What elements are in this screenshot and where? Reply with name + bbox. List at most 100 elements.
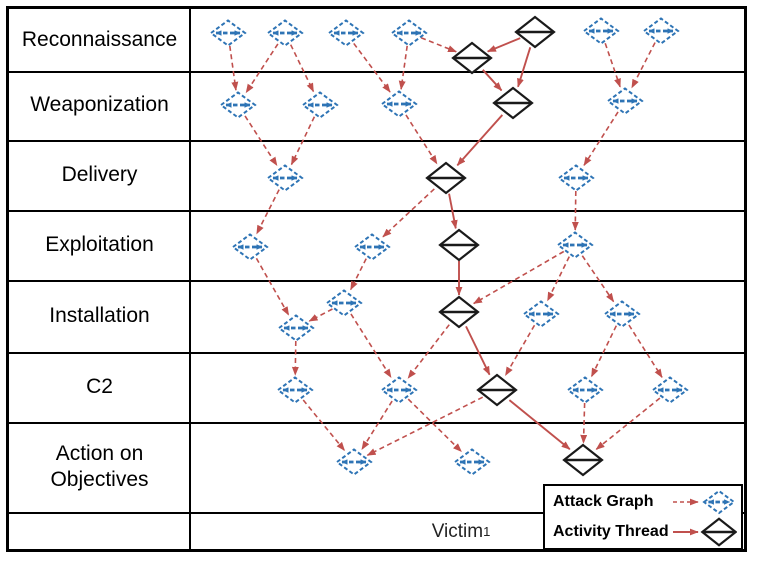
edge-attack-graph-r6-w4 xyxy=(631,42,656,89)
node-legend-blue xyxy=(702,489,736,515)
edge-attack-graph-r2-w1 xyxy=(245,43,279,94)
edge-attack-graph-w3-db xyxy=(405,114,438,165)
edge-attack-graph-i2-i1 xyxy=(308,308,333,322)
node-e2 xyxy=(353,233,391,261)
node-wb xyxy=(492,86,534,120)
table-border xyxy=(6,6,747,552)
row-divider xyxy=(9,210,744,212)
row-label-weaponization: Weaponization xyxy=(30,93,169,117)
edge-attack-graph-c2-a2 xyxy=(407,398,462,453)
node-c3 xyxy=(566,376,604,404)
activity-thread-sample-icon xyxy=(671,517,738,547)
edge-attack-graph-i3-cb xyxy=(504,324,536,376)
edge-attack-graph-r5-w4 xyxy=(604,43,621,88)
node-a2 xyxy=(453,448,491,476)
node-w1 xyxy=(219,91,257,119)
legend-label-attack-graph: Attack Graph xyxy=(553,493,654,510)
edge-attack-graph-db-e2 xyxy=(382,188,435,238)
edge-attack-graph-e3-i3 xyxy=(546,256,570,302)
edge-attack-graph-d1-e1 xyxy=(256,189,280,235)
column-divider xyxy=(189,9,191,549)
node-c2 xyxy=(380,376,418,404)
node-r6 xyxy=(642,17,680,45)
node-i2 xyxy=(325,289,363,317)
row-label-installation: Installation xyxy=(49,303,150,327)
node-i1 xyxy=(277,314,315,342)
node-cb xyxy=(476,373,518,407)
edge-attack-graph-i4-c3 xyxy=(590,325,618,378)
edge-attack-graph-d2-e3 xyxy=(571,190,579,231)
edge-attack-graph-e2-i2 xyxy=(349,258,367,291)
edge-attack-graph-i2-c2 xyxy=(350,313,392,378)
edge-attack-graph-c2-a1 xyxy=(361,400,393,450)
row-label-exploitation: Exploitation xyxy=(45,232,154,256)
edge-attack-graph-c3-ab xyxy=(580,402,588,444)
edge-attack-graph-ib-c2 xyxy=(407,324,450,379)
node-r3 xyxy=(327,19,365,47)
node-r1 xyxy=(209,19,247,47)
edge-attack-graph-c4-ab xyxy=(595,397,661,450)
node-r2 xyxy=(266,19,304,47)
row-divider xyxy=(9,280,744,282)
edge-activity-thread-db-eb xyxy=(448,193,458,230)
edge-attack-graph-r2-w2 xyxy=(289,44,315,93)
edge-activity-thread-rb-wb xyxy=(517,47,532,88)
legend-label-activity-thread: Activity Thread xyxy=(553,523,669,540)
edge-attack-graph-w4-d2 xyxy=(583,111,619,167)
node-rb xyxy=(514,15,556,49)
node-c1 xyxy=(276,376,314,404)
row-label-action-on-objectives: Action on Objectives xyxy=(50,441,149,491)
edge-activity-thread-wb-db xyxy=(456,114,504,166)
node-i4 xyxy=(603,300,641,328)
node-ib xyxy=(438,295,480,329)
node-db xyxy=(425,161,467,195)
edge-attack-graph-i4-c4 xyxy=(628,324,663,378)
edge-attack-graph-w2-d1 xyxy=(290,116,316,166)
node-d1 xyxy=(266,164,304,192)
edge-activity-thread-rb-ra xyxy=(486,37,521,53)
edge-attack-graph-w1-d1 xyxy=(244,115,278,167)
row-label-delivery: Delivery xyxy=(61,162,138,186)
victim-label: Victim 1 xyxy=(431,520,491,542)
node-ra xyxy=(451,41,493,75)
legend-row-attack-graph: Attack Graph xyxy=(553,487,737,517)
node-w2 xyxy=(301,91,339,119)
node-a1 xyxy=(335,448,373,476)
node-e1 xyxy=(231,233,269,261)
edge-activity-thread-cb-ab xyxy=(508,399,571,451)
legend-box: Attack Graph Activity Thread xyxy=(543,484,743,550)
edge-attack-graph-i1-c1 xyxy=(291,340,299,376)
edge-attack-graph-e3-i4 xyxy=(581,255,615,303)
legend-row-activity-thread: Activity Thread xyxy=(553,517,738,547)
row-label-c2: C2 xyxy=(86,374,113,398)
attack-graph-sample-icon xyxy=(671,487,737,517)
node-r5 xyxy=(582,17,620,45)
edge-attack-graph-c1-a1 xyxy=(302,399,346,452)
node-w4 xyxy=(606,87,644,115)
node-ab xyxy=(562,443,604,477)
node-i3 xyxy=(522,300,560,328)
row-divider xyxy=(9,140,744,142)
node-c4 xyxy=(651,376,689,404)
edge-activity-thread-ra-wb xyxy=(482,69,503,92)
victim-text: Victim xyxy=(431,520,484,542)
row-divider xyxy=(9,71,744,73)
edge-attack-graph-r3-w3 xyxy=(353,42,391,93)
edge-attack-graph-r1-w1 xyxy=(228,45,239,91)
edge-attack-graph-r4-w3 xyxy=(398,45,408,90)
row-label-reconnaissance: Reconnaissance xyxy=(21,27,178,51)
node-eb xyxy=(438,228,480,262)
node-d2 xyxy=(557,164,595,192)
node-e3 xyxy=(556,231,594,259)
edge-activity-thread-ib-cb xyxy=(465,325,491,376)
node-r4 xyxy=(390,19,428,47)
edge-attack-graph-e1-i1 xyxy=(255,257,290,316)
edge-attack-graph-cb-a1 xyxy=(366,396,484,456)
edge-attack-graph-r4-ra xyxy=(420,37,457,53)
edge-attack-graph-e3-ib xyxy=(473,250,565,305)
row-divider xyxy=(9,422,744,424)
node-w3 xyxy=(380,90,418,118)
node-legend-black xyxy=(700,517,738,547)
